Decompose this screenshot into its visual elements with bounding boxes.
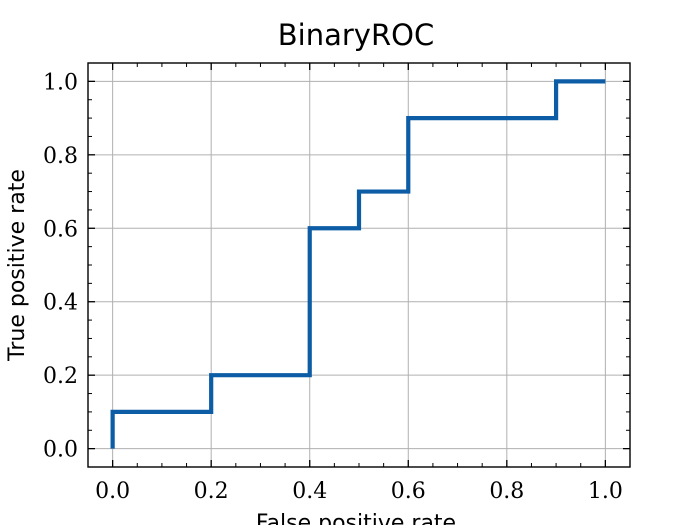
chart-title: BinaryROC — [278, 18, 434, 52]
y-tick-label: 0.8 — [43, 144, 78, 169]
x-tick-label: 1.0 — [588, 479, 623, 504]
y-axis-label: True positive rate — [5, 169, 30, 362]
x-tick-label: 0.2 — [194, 479, 229, 504]
y-tick-label: 0.6 — [43, 217, 78, 242]
series-group — [110, 79, 606, 449]
y-tick-label: 0.2 — [43, 364, 78, 389]
y-tick-label: 1.0 — [43, 70, 78, 95]
y-tick-label: 0.0 — [43, 438, 78, 463]
x-tick-label: 0.4 — [292, 479, 327, 504]
roc-curve-line — [110, 79, 606, 449]
y-tick-label: 0.4 — [43, 291, 78, 316]
x-tick-label: 0.6 — [391, 479, 426, 504]
x-axis-label: False positive rate — [256, 511, 456, 525]
grid — [88, 63, 630, 467]
axis-ticks — [87, 62, 631, 468]
x-tick-label: 0.8 — [489, 479, 524, 504]
plot-frame — [87, 62, 631, 468]
x-tick-label: 0.0 — [95, 479, 130, 504]
tick-labels: 0.0 0.2 0.4 0.6 0.8 1.0 0.0 0.2 0.4 0.6 0.8 1.0 — [43, 70, 623, 504]
